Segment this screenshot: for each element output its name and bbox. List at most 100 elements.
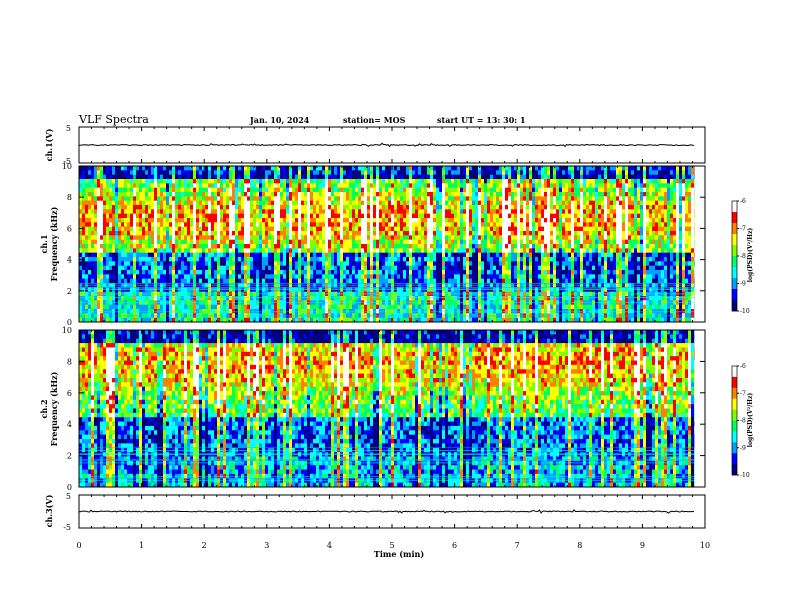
spectrogram-cell bbox=[346, 196, 349, 202]
spectrogram-cell bbox=[358, 278, 361, 284]
spectrogram-cell bbox=[133, 166, 136, 171]
spectrogram-cell bbox=[304, 261, 307, 267]
spectrogram-cell bbox=[115, 278, 118, 284]
spectrogram-cell bbox=[397, 309, 400, 314]
spectrogram-cell bbox=[376, 196, 379, 202]
spectrogram-cell bbox=[172, 244, 175, 249]
spectrogram-cell bbox=[184, 235, 187, 241]
spectrogram-cell bbox=[331, 209, 334, 215]
spectrogram-cell bbox=[376, 270, 379, 275]
spectrogram-cell bbox=[193, 179, 196, 184]
spectrogram-cell bbox=[322, 209, 325, 215]
spectrogram-cell bbox=[412, 235, 415, 241]
spectrogram-cell bbox=[412, 231, 415, 236]
spectrogram-cell bbox=[385, 200, 388, 206]
spectrogram-cell bbox=[145, 235, 148, 241]
spectrogram-cell bbox=[181, 179, 184, 184]
spectrogram-cell bbox=[250, 166, 253, 171]
spectrogram-cell bbox=[94, 196, 97, 202]
spectrogram-cell bbox=[223, 218, 226, 223]
spectrogram-cell bbox=[133, 300, 136, 306]
spectrogram-cell bbox=[211, 200, 214, 206]
spectrogram-cell bbox=[409, 209, 412, 215]
spectrogram-cell bbox=[115, 192, 118, 197]
spectrogram-cell bbox=[397, 257, 400, 262]
spectrogram-cell bbox=[409, 200, 412, 206]
spectrogram-cell bbox=[295, 183, 298, 189]
spectrogram-cell bbox=[418, 278, 421, 284]
spectrogram-cell bbox=[403, 226, 406, 232]
spectrogram-cell bbox=[448, 213, 451, 219]
spectrogram-cell bbox=[289, 278, 292, 284]
spectrogram-cell bbox=[457, 179, 460, 184]
spectrogram-cell bbox=[346, 248, 349, 254]
spectrogram-cell bbox=[472, 205, 475, 210]
spectrogram-cell bbox=[460, 170, 463, 176]
spectrogram-cell bbox=[283, 252, 286, 258]
spectrogram-cell bbox=[400, 192, 403, 197]
spectrogram-cell bbox=[109, 183, 112, 189]
spectrogram-cell bbox=[259, 248, 262, 254]
spectrogram-cell bbox=[211, 309, 214, 314]
spectrogram-cell bbox=[367, 174, 370, 180]
spectrogram-cell bbox=[157, 205, 160, 210]
spectrogram-cell bbox=[199, 296, 202, 301]
spectrogram-cell bbox=[331, 222, 334, 228]
spectrogram-cell bbox=[253, 309, 256, 314]
spectrogram-cell bbox=[268, 213, 271, 219]
spectrogram-cell bbox=[466, 226, 469, 232]
spectrogram-cell bbox=[139, 261, 142, 267]
spectrogram-cell bbox=[478, 187, 481, 193]
spectrogram-cell bbox=[121, 166, 124, 171]
spectrogram-cell bbox=[199, 252, 202, 258]
spectrogram-cell bbox=[160, 274, 163, 280]
spectrogram-cell bbox=[202, 187, 205, 193]
spectrogram-cell bbox=[289, 257, 292, 262]
spectrogram-cell bbox=[265, 200, 268, 206]
spectrogram-cell bbox=[463, 231, 466, 236]
spectrogram-cell bbox=[241, 218, 244, 223]
spectrogram-cell bbox=[244, 261, 247, 267]
spectrogram-cell bbox=[430, 257, 433, 262]
spectrogram-cell bbox=[268, 196, 271, 202]
spectrogram-cell bbox=[187, 239, 190, 245]
spectrogram-cell bbox=[115, 239, 118, 245]
spectrogram-cell bbox=[361, 304, 364, 310]
spectrogram-cell bbox=[349, 166, 352, 171]
spectrogram-cell bbox=[400, 239, 403, 245]
spectrogram-cell bbox=[319, 261, 322, 267]
spectrogram-cell bbox=[409, 265, 412, 271]
spectrogram-cell bbox=[109, 317, 112, 323]
spectrogram-cell bbox=[205, 261, 208, 267]
spectrogram-cell bbox=[400, 196, 403, 202]
spectrogram-cell bbox=[412, 265, 415, 271]
spectrogram-cell bbox=[136, 317, 139, 323]
spectrogram-cell bbox=[187, 200, 190, 206]
spectrogram-cell bbox=[289, 265, 292, 271]
spectrogram-cell bbox=[370, 239, 373, 245]
spectrogram-cell bbox=[328, 296, 331, 301]
spectrogram-cell bbox=[289, 300, 292, 306]
spectrogram-cell bbox=[448, 179, 451, 184]
spectrogram-cell bbox=[316, 235, 319, 241]
spectrogram-cell bbox=[472, 196, 475, 202]
spectrogram-cell bbox=[181, 317, 184, 323]
spectrogram-cell bbox=[307, 170, 310, 176]
spectrogram-cell bbox=[112, 196, 115, 202]
spectrogram-cell bbox=[280, 179, 283, 184]
spectrogram-cell bbox=[154, 226, 157, 232]
spectrogram-cell bbox=[283, 192, 286, 197]
spectrogram-cell bbox=[451, 296, 454, 301]
spectrogram-cell bbox=[133, 226, 136, 232]
spectrogram-cell bbox=[205, 304, 208, 310]
spectrogram-cell bbox=[148, 278, 151, 284]
spectrogram-cell bbox=[349, 226, 352, 232]
spectrogram-cell bbox=[118, 200, 121, 206]
spectrogram-cell bbox=[352, 252, 355, 258]
spectrogram-cell bbox=[220, 261, 223, 267]
spectrogram-cell bbox=[319, 265, 322, 271]
spectrogram-cell bbox=[283, 213, 286, 219]
spectrogram-cell bbox=[400, 244, 403, 249]
spectrogram-cell bbox=[430, 274, 433, 280]
spectrogram-cell bbox=[367, 196, 370, 202]
